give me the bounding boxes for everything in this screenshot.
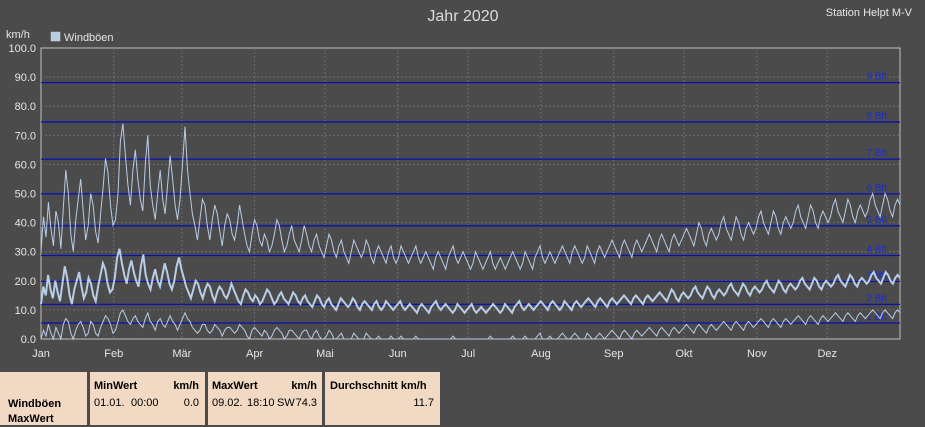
x-tick-label: Mär [172,348,191,360]
wind-gust-chart: Jahr 2020 Station Helpt M-V km/h Windböe… [6,7,913,360]
min-time: 00:00 [131,397,159,409]
y-tick-label: 40.0 [15,218,36,230]
beaufort-label: 7 Bft [866,148,887,159]
summary-row-label-cell: Windböen MaxWert [0,372,87,425]
max-direction: SW [277,397,295,409]
y-tick-label: 10.0 [15,305,36,317]
max-value: 74.3 [295,397,317,409]
y-tick-label: 90.0 [15,72,36,84]
beaufort-label: 8 Bft [866,111,887,122]
summary-avg-cell: Durchschnitt km/h 11.7 [325,372,440,425]
max-date: 09.02. [212,397,243,409]
beaufort-label: 2 Bft [866,293,887,304]
y-tick-label: 30.0 [15,247,36,259]
y-tick-label: 80.0 [15,101,36,113]
max-time: 18:10 [247,397,275,409]
max-unit: km/h [291,380,317,392]
x-tick-label: Mai [316,348,334,360]
avg-value: 11.7 [413,397,434,409]
x-tick-label: Apr [246,348,263,360]
summary-row-sublabel: MaxWert [8,413,54,425]
series-line-1 [40,248,901,315]
min-value: 0.0 [183,397,199,409]
x-tick-label: Jul [461,348,475,360]
beaufort-label: 5 Bft [866,215,887,226]
chart-area: Jahr 2020 Station Helpt M-V km/h Windböe… [6,7,913,360]
beaufort-label: 1 Bft [866,312,887,323]
station-name: Station Helpt M-V [826,7,913,19]
min-unit: km/h [173,380,199,392]
legend-label: Windböen [64,32,114,44]
beaufort-label: 9 Bft [866,72,887,83]
avg-header: Durchschnitt km/h [330,380,427,392]
x-tick-label: Jan [32,348,50,360]
y-tick-label: 20.0 [15,276,36,288]
summary-min-cell: MinWert km/h 01.01. 00:00 0.0 [90,372,205,425]
y-tick-label: 50.0 [15,189,36,201]
plot-layer: 0.0 10.0 20.0 30.0 40.0 50.0 60.0 70.0 80.0 90.0 1… [8,43,901,360]
y-tick-label: 100.0 [8,43,36,55]
summary-row-label: Windböen [8,398,62,410]
beaufort-label: 3 Bft [866,270,887,281]
y-axis-unit: km/h [6,29,30,41]
y-tick-label: 60.0 [15,159,36,171]
legend-swatch [50,31,61,42]
beaufort-label: 4 Bft [866,244,887,255]
y-tick-label: 0.0 [21,334,36,346]
y-tick-label: 70.0 [15,130,36,142]
summary-max-cell: MaxWert km/h 09.02. 18:10 SW 74.3 [208,372,322,425]
x-tick-label: Feb [104,348,123,360]
series-line-2 [40,123,901,271]
beaufort-label: 6 Bft [866,183,887,194]
series-line-3 [40,308,901,341]
min-header: MinWert [94,380,138,392]
x-tick-label: Nov [747,348,767,360]
summary-panel: Windböen MaxWert MinWert km/h 01.01. 00:… [0,370,925,425]
max-header: MaxWert [212,380,258,392]
x-tick-label: Dez [817,348,837,360]
x-tick-label: Sep [604,348,624,360]
min-date: 01.01. [94,397,125,409]
x-tick-label: Okt [676,348,693,360]
x-tick-label: Jun [389,348,407,360]
chart-title: Jahr 2020 [427,8,498,25]
x-tick-label: Aug [531,348,551,360]
